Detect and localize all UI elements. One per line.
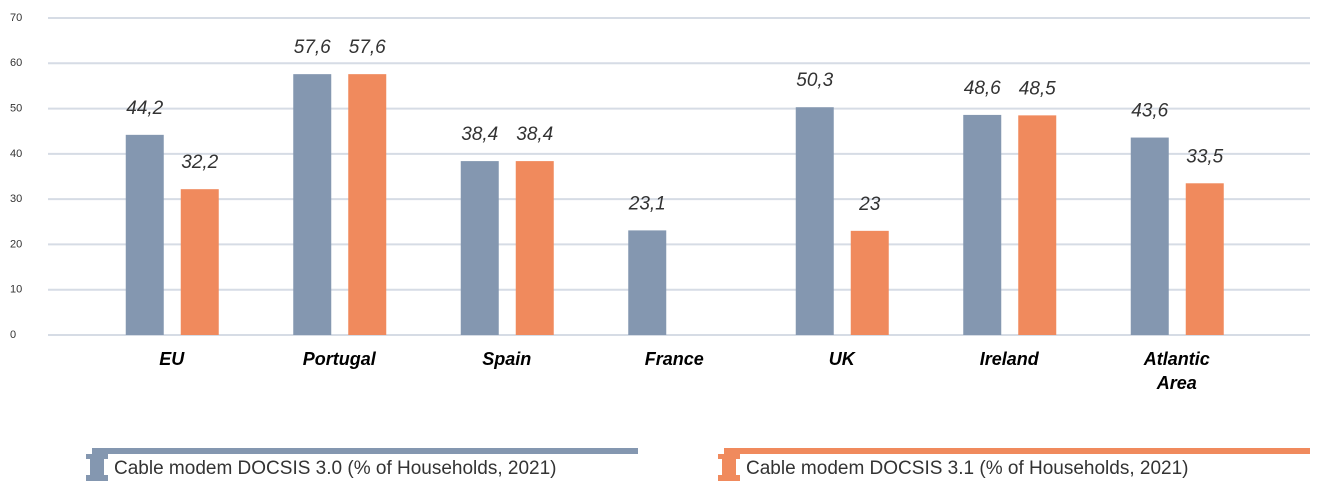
value-label: 44,2 [126, 98, 163, 119]
value-label: 23,1 [628, 193, 666, 214]
value-label: 33,5 [1186, 146, 1223, 167]
legend-line [724, 448, 1310, 454]
bar [1018, 115, 1057, 335]
y-tick-label: 0 [10, 329, 16, 341]
bar [963, 114, 1002, 335]
y-tick-label: 60 [10, 57, 22, 69]
x-tick-label: Ireland [980, 349, 1040, 369]
value-label: 38,4 [516, 124, 553, 145]
value-label: 38,4 [461, 124, 498, 145]
y-tick-label: 40 [10, 148, 22, 160]
y-tick-label: 50 [10, 102, 22, 114]
bar [180, 189, 219, 335]
y-tick-label: 70 [10, 12, 22, 24]
bar [850, 230, 889, 335]
legend-label: Cable modem DOCSIS 3.0 (% of Households,… [114, 458, 557, 479]
bar [348, 74, 387, 335]
legend-icon [718, 449, 740, 481]
value-label: 57,6 [349, 37, 386, 58]
bar [515, 161, 554, 335]
bar [628, 230, 667, 335]
x-tick-label: France [645, 349, 704, 369]
value-label: 23 [858, 194, 881, 215]
bar [795, 107, 834, 335]
bar [460, 161, 499, 335]
legend-label: Cable modem DOCSIS 3.1 (% of Households,… [746, 458, 1189, 479]
y-tick-label: 10 [10, 284, 22, 296]
x-tick-label: EU [159, 349, 185, 369]
legend-icon [86, 449, 108, 481]
value-label: 48,5 [1019, 78, 1056, 99]
x-tick-label: UK [829, 349, 857, 369]
bar [1185, 183, 1224, 335]
bar [1130, 137, 1169, 335]
y-tick-label: 30 [10, 193, 22, 205]
value-label: 43,6 [1131, 101, 1168, 122]
value-label: 50,3 [796, 70, 833, 91]
value-label: 32,2 [181, 152, 218, 173]
x-tick-label: Portugal [303, 349, 377, 369]
legend-line [92, 448, 638, 454]
value-label: 48,6 [964, 78, 1001, 99]
x-tick-label: Atlantic Area [1143, 349, 1210, 393]
bar [293, 74, 332, 335]
y-tick-label: 20 [10, 238, 22, 250]
value-label: 57,6 [294, 37, 331, 58]
x-tick-label: Spain [482, 349, 531, 369]
bar [125, 134, 164, 335]
